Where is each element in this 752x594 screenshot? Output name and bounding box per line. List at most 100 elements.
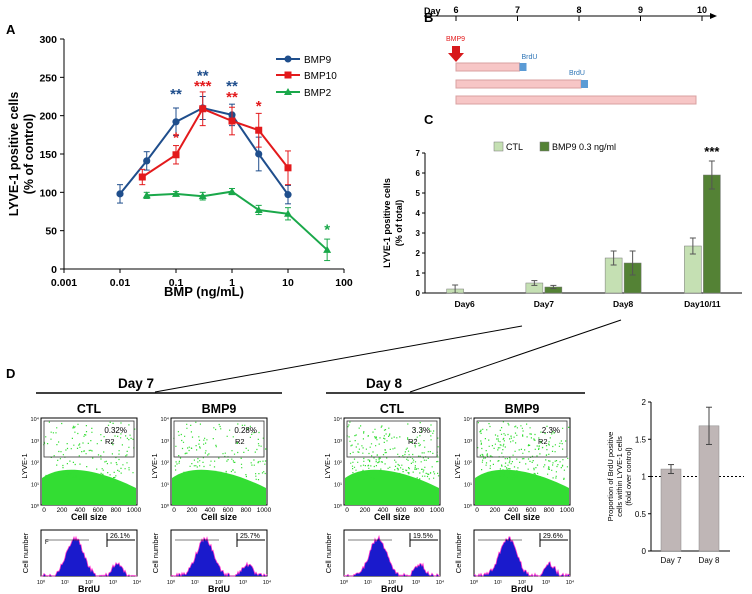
d-hist-ylabel: Cell number [454,532,463,573]
d-day7-heading: Day 7 [118,376,154,391]
a-point-bmp9 [116,190,124,198]
d-hist-xtick: 10⁰ [340,579,349,586]
a-series-line-bmp2 [146,190,328,251]
d-scatter-xtick: 600 [396,507,407,514]
a-y-axis-label-2: (% of control) [22,114,36,195]
b-culture-bar-day10 [455,95,697,105]
c-legend-label-ctl: CTL [506,142,523,152]
d-scatter-xtick: 400 [508,507,519,514]
d-hist-xlabel: BrdU [511,584,533,594]
d-hist-fill [474,536,570,576]
dbar-y-tick-label: 1 [642,473,647,482]
a-point-bmp10 [255,126,263,134]
dbar-y-tick-label: 1.5 [635,435,647,444]
d-scatter-ytick: 10⁴ [161,416,170,423]
a-point-bmp2 [172,189,180,197]
d-hist-xlabel: BrdU [208,584,230,594]
b-timeline-arrowhead [710,13,717,19]
d-scatter-xlabel: Cell size [71,512,107,522]
d-hist-percent: 29.6% [543,533,563,540]
a-legend-label: BMP10 [304,71,337,82]
d-scatter-ytick: 10² [464,461,472,467]
d-scatter-xtick: 400 [205,507,216,514]
dbar-y-tick-label: 2 [642,398,647,407]
d-hist-xtick: 10⁴ [263,579,272,586]
a-point-bmp10 [199,105,207,113]
d-plot-title: CTL [77,402,102,416]
d-scatter-xtick: 0 [475,507,479,514]
d-gate-r2 [173,420,265,458]
d-hist-xtick: 10⁴ [436,579,445,586]
b-brdu-label: BrdU [569,70,585,77]
d-scatter-xtick: 600 [223,507,234,514]
a-point-bmp2 [198,192,207,200]
b-treatment-label: BMP9 [446,36,465,43]
a-x-tick-label: 0.001 [51,277,77,289]
d-scatter-ytick: 10⁰ [161,503,170,510]
d-hist-outline [170,536,268,578]
d-scatter-xtick: 400 [75,507,86,514]
a-point-bmp10 [228,117,236,125]
c-category-label: Day8 [613,299,634,309]
d-scatter-ytick: 10¹ [31,482,39,488]
d-hist-percent: 26.1% [110,533,130,540]
d-scatter-xtick: 200 [490,507,501,514]
b-culture-bar-day8 [455,79,582,89]
d-scatter-ytick: 10³ [161,439,169,445]
a-series-line-bmp10 [141,107,289,178]
d-scatter-ytick: 10¹ [464,482,472,488]
d-scatter-xtick: 200 [57,507,68,514]
a-y-tick-label: 0 [51,264,57,276]
b-timeline-tick-label: 7 [515,5,520,15]
d-scatter-xtick: 800 [544,507,555,514]
d-day8-heading: Day 8 [366,376,403,391]
d-scatter-xtick: 800 [241,507,252,514]
d-hist-xtick: 10³ [542,580,550,586]
dbar-y-tick-label: 0.5 [635,510,647,519]
panel-label-c: C [424,112,434,127]
b-timeline-tick-label: 10 [697,5,707,15]
a-x-tick-label: 100 [335,277,353,289]
d-scatter-xtick: 800 [414,507,425,514]
a-point-bmp10 [284,164,292,172]
d-hist-xtick: 10⁰ [167,579,176,586]
a-significance-mark: * [324,222,330,239]
d-hist-outline [473,536,571,577]
d-scatter-xtick: 1000 [257,507,272,514]
d-scatter-density [172,469,266,505]
a-x-tick-label: 10 [282,277,294,289]
d-scatter-density [345,469,439,505]
d-hist-outline [343,534,441,577]
d-scatter-xtick: 0 [345,507,349,514]
a-significance-mark: ** [197,67,209,84]
b-timeline-tick-label: 9 [638,5,643,15]
a-y-tick-label: 200 [39,111,57,123]
c-y-tick-label: 5 [416,189,421,198]
d-plot-title: BMP9 [202,402,237,416]
d-scatter-ytick: 10³ [31,439,39,445]
dbar-y-axis-label: Proportion of BrdU positive [606,432,615,522]
d-scatter-xlabel: Cell size [504,512,540,522]
c-y-axis-label: LYVE-1 positive cells [382,178,392,268]
d-scatter-ytick: 10³ [464,439,472,445]
d-scatter-ylabel: LYVE-1 [323,453,332,478]
connector-day7 [154,325,523,393]
a-legend-marker [284,55,292,63]
d-hist-outline [41,535,138,577]
d-hist-xtick: 10² [518,580,526,586]
a-y-axis-label: LYVE-1 positive cells [7,92,21,217]
c-legend-label-bmp9: BMP9 0.3 ng/ml [552,142,616,152]
c-y-tick-label: 2 [416,249,421,258]
a-x-tick-label: 0.1 [169,277,184,289]
d-gate-r2 [346,420,438,458]
d-hist-fill [344,536,440,576]
d-plot-title: CTL [380,402,405,416]
d-hist-percent: 25.7% [240,533,260,540]
d-gate-label: R2 [105,437,115,446]
d-scatter-xtick: 1000 [560,507,575,514]
a-y-tick-label: 300 [39,34,57,46]
d-gate-percent: 0.28% [234,426,257,435]
d-hist-fill [171,537,267,576]
a-point-bmp9 [143,157,151,165]
b-timeline-tick-label: 8 [576,5,581,15]
